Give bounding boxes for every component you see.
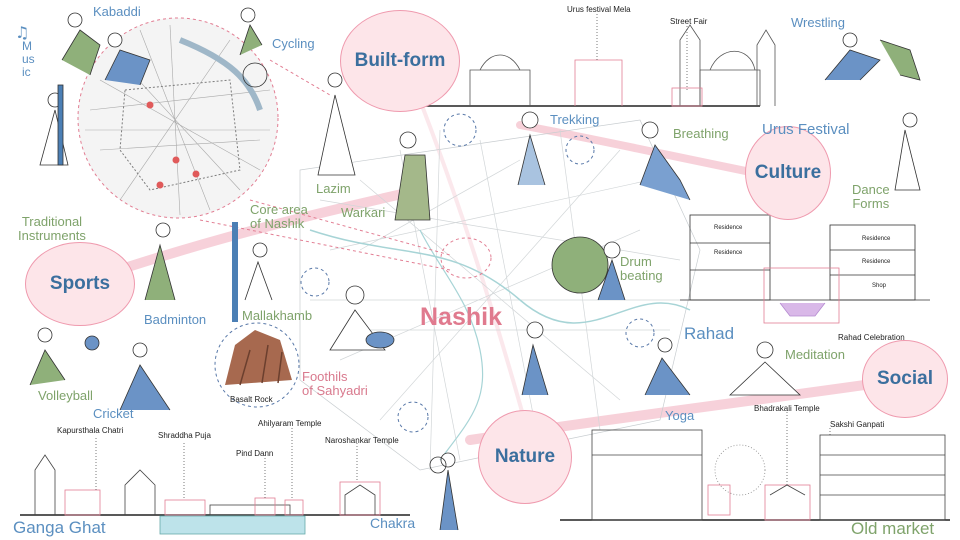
label-yoga: Yoga <box>665 408 695 423</box>
label-badminton: Badminton <box>144 312 207 327</box>
label-traditional-instruments: Traditional Instruments <box>18 214 86 243</box>
annotation-residence-4: Residence <box>862 259 891 265</box>
annotation-shop: Shop <box>872 283 887 289</box>
label-foothills: Foothils of Sahyadri <box>302 369 368 398</box>
label-wrestling: Wrestling <box>791 15 845 30</box>
rahad-section <box>680 214 930 324</box>
label-music: Music <box>22 39 35 80</box>
label-chakra: Chakra <box>370 515 416 531</box>
annotation-bhadrakali: Bhadrakali Temple <box>754 404 820 413</box>
annotation-residence-1: Residence <box>714 225 743 231</box>
label-breathing: Breathing <box>673 126 729 141</box>
urus-skyline <box>420 24 776 107</box>
label-basalt-rock: Basalt Rock <box>230 395 273 404</box>
label-meditation: Meditation <box>785 347 845 362</box>
label-mallakhamb: Mallakhamb <box>242 308 313 323</box>
annotation-shraddha-puja: Shraddha Puja <box>158 431 211 440</box>
annotation-sakshi-ganpati: Sakshi Ganpati <box>830 420 885 429</box>
music-notes-icon: ♫ <box>15 23 29 42</box>
green-zones <box>300 113 655 433</box>
label-kabaddi: Kabaddi <box>93 4 141 19</box>
label-rahad: Rahad <box>684 324 735 343</box>
label-cricket: Cricket <box>93 406 134 421</box>
label-old-market: Old market <box>851 519 935 538</box>
annotation-rahad-celebration: Rahad Celebration <box>838 333 905 342</box>
callout-lines <box>199 59 451 271</box>
annotation-urus-mela: Urus festival Mela <box>567 5 631 14</box>
label-volleyball: Volleyball <box>38 388 93 403</box>
activity-figures <box>29 7 921 531</box>
label-warkari: Warkari <box>341 205 386 220</box>
label-cycling: Cycling <box>272 36 315 51</box>
label-lazim: Lazim <box>316 181 351 196</box>
mallakhamb-pole <box>232 222 238 322</box>
annotation-ahilyaram: Ahilyaram Temple <box>258 419 322 428</box>
annotation-kapurthala: Kapursthala Chatri <box>57 426 124 435</box>
theme-culture[interactable]: Culture <box>745 126 831 220</box>
annotation-naroshankar: Naroshankar Temple <box>325 436 399 445</box>
theme-nature[interactable]: Nature <box>478 410 572 504</box>
basalt-rock-circle <box>214 322 300 408</box>
map-title: Nashik <box>420 303 502 331</box>
annotation-street-fair: Street Fair <box>670 17 708 26</box>
old-market-buildings <box>560 429 950 521</box>
annotation-pind-dann: Pind Dann <box>236 449 274 458</box>
label-drum-beating: Drum beating <box>620 254 663 283</box>
theme-built-form[interactable]: Built-form <box>340 10 460 112</box>
label-core-area: Core area of Nashik <box>250 202 308 231</box>
annotation-leaders <box>95 14 831 500</box>
theme-sports[interactable]: Sports <box>25 242 135 326</box>
label-ganga-ghat: Ganga Ghat <box>13 518 106 537</box>
annotation-residence-3: Residence <box>862 236 891 242</box>
ganga-ghat-buildings <box>20 454 410 535</box>
label-urus-festival: Urus Festival <box>762 121 850 138</box>
theme-social[interactable]: Social <box>862 340 948 418</box>
city-map <box>299 119 701 471</box>
annotation-residence-2: Residence <box>714 250 743 256</box>
label-trekking: Trekking <box>550 112 600 127</box>
label-dance-forms: Dance Forms <box>852 182 890 211</box>
